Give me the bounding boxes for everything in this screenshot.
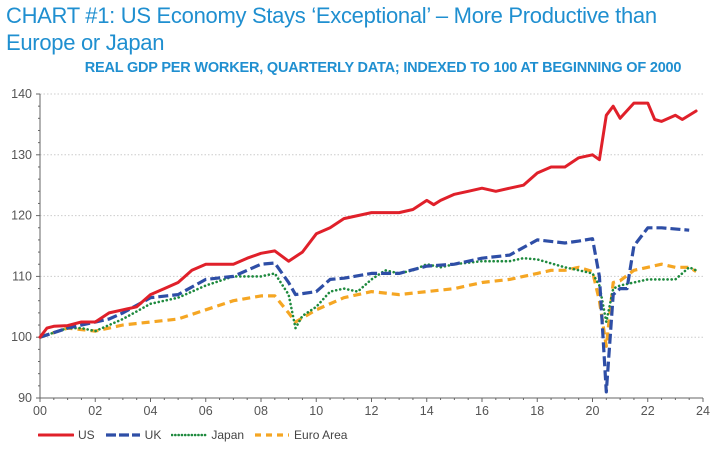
y-tick-label: 120 [11,209,32,223]
axes [36,93,704,402]
x-tick-label: 02 [88,404,102,418]
x-tick-label: 16 [475,404,489,418]
x-tick-label: 00 [33,404,47,418]
y-tick-label: 140 [11,87,32,101]
x-tick-label: 04 [144,404,158,418]
legend-swatch [171,433,208,437]
legend-label: Japan [211,428,245,442]
chart-subtitle: REAL GDP PER WORKER, QUARTERLY DATA; IND… [84,60,682,76]
x-tick-label: 22 [641,404,655,418]
legend-swatch [255,433,290,437]
legend: US UK Japan Euro Area [38,428,347,442]
series-line-us [38,101,698,339]
y-tick-label: 130 [11,148,32,162]
legend-item-us: US [38,428,95,442]
x-tick-label: 14 [420,404,434,418]
legend-swatch [105,433,140,437]
x-tick-label: 18 [530,404,544,418]
legend-label: UK [144,428,162,442]
y-tick-label: 110 [12,269,32,283]
x-tick-label: 08 [254,404,268,418]
y-tick-label: 90 [18,391,32,405]
legend-label: Euro Area [294,428,348,442]
x-tick-label: 10 [309,404,323,418]
y-tick-label: 100 [11,330,32,344]
legend-item-uk: UK [105,428,162,442]
series-line-euro-area [39,262,697,348]
x-tick-label: 12 [365,404,379,418]
x-tick-label: 06 [199,404,213,418]
x-tick-label: 24 [696,404,710,418]
legend-label: US [78,428,95,442]
x-tick-label: 20 [586,404,600,418]
legend-swatch [38,433,74,437]
tick-labels: 90 100 110 120 130 140 00 02 04 06 08 10 12 14 16 18 20 2… [11,87,710,418]
series-line-japan [38,256,698,339]
chart-title: CHART #1: US Economy Stays ‘Exceptional’… [6,3,657,55]
legend-item-euro-area: Euro Area [254,428,347,442]
series-lines [38,101,698,394]
legend-item-japan: Japan [171,428,244,442]
series-line-uk [39,226,690,394]
